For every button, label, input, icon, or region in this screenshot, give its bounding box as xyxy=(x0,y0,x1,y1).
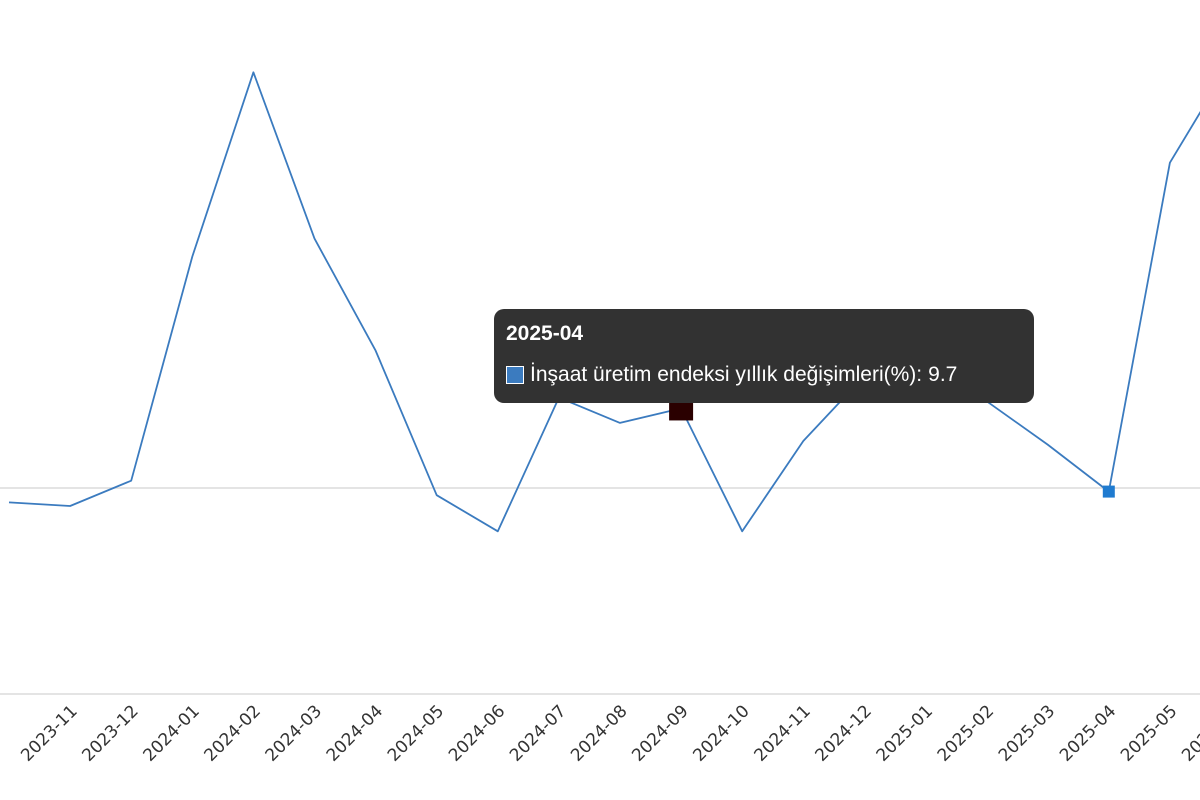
gridlines xyxy=(0,487,1200,695)
x-tick-label: 2023-12 xyxy=(78,701,142,765)
x-tick-label: 2024-02 xyxy=(201,701,265,765)
x-tick-label: 2024-08 xyxy=(567,701,631,765)
x-tick-label: 2024-04 xyxy=(323,701,387,765)
series-layer xyxy=(8,61,1200,533)
x-axis-tick-labels: 2023-112023-122024-012024-022024-032024-… xyxy=(17,701,1200,765)
x-tick-label: 2024-10 xyxy=(689,701,753,765)
x-tick-label: 2025-03 xyxy=(995,701,1059,765)
x-tick-label: 2023-11 xyxy=(17,701,81,765)
x-tick-label: 2024-09 xyxy=(628,701,692,765)
tooltip-series-swatch xyxy=(506,366,524,384)
x-tick-label: 2024-01 xyxy=(139,701,203,765)
tooltip-series-value: 9.7 xyxy=(928,363,958,386)
x-tick-label: 2025-05 xyxy=(1117,701,1181,765)
x-tick-label: 2025-01 xyxy=(873,701,937,765)
tooltip-series-label: İnşaat üretim endeksi yıllık değişimleri… xyxy=(530,363,923,386)
x-tick-label: 2024-12 xyxy=(812,701,876,765)
tooltip-series-row: İnşaat üretim endeksi yıllık değişimleri… xyxy=(506,362,1022,388)
x-tick-label: 2025-04 xyxy=(1056,701,1120,765)
series-line[interactable] xyxy=(8,61,1200,533)
tooltip: 2025-04 İnşaat üretim endeksi yıllık değ… xyxy=(494,309,1034,403)
x-tick-label: 2024-03 xyxy=(262,701,326,765)
x-tick-label: 2024-11 xyxy=(750,701,814,765)
x-tick-label: 2025-02 xyxy=(934,701,998,765)
tooltip-title: 2025-04 xyxy=(506,322,584,345)
x-tick-label: 2025-06 xyxy=(1178,701,1200,765)
active-point-marker[interactable] xyxy=(1102,485,1115,498)
x-tick-label: 2024-05 xyxy=(384,701,448,765)
x-tick-label: 2024-06 xyxy=(445,701,509,765)
x-tick-label: 2024-07 xyxy=(506,701,570,765)
